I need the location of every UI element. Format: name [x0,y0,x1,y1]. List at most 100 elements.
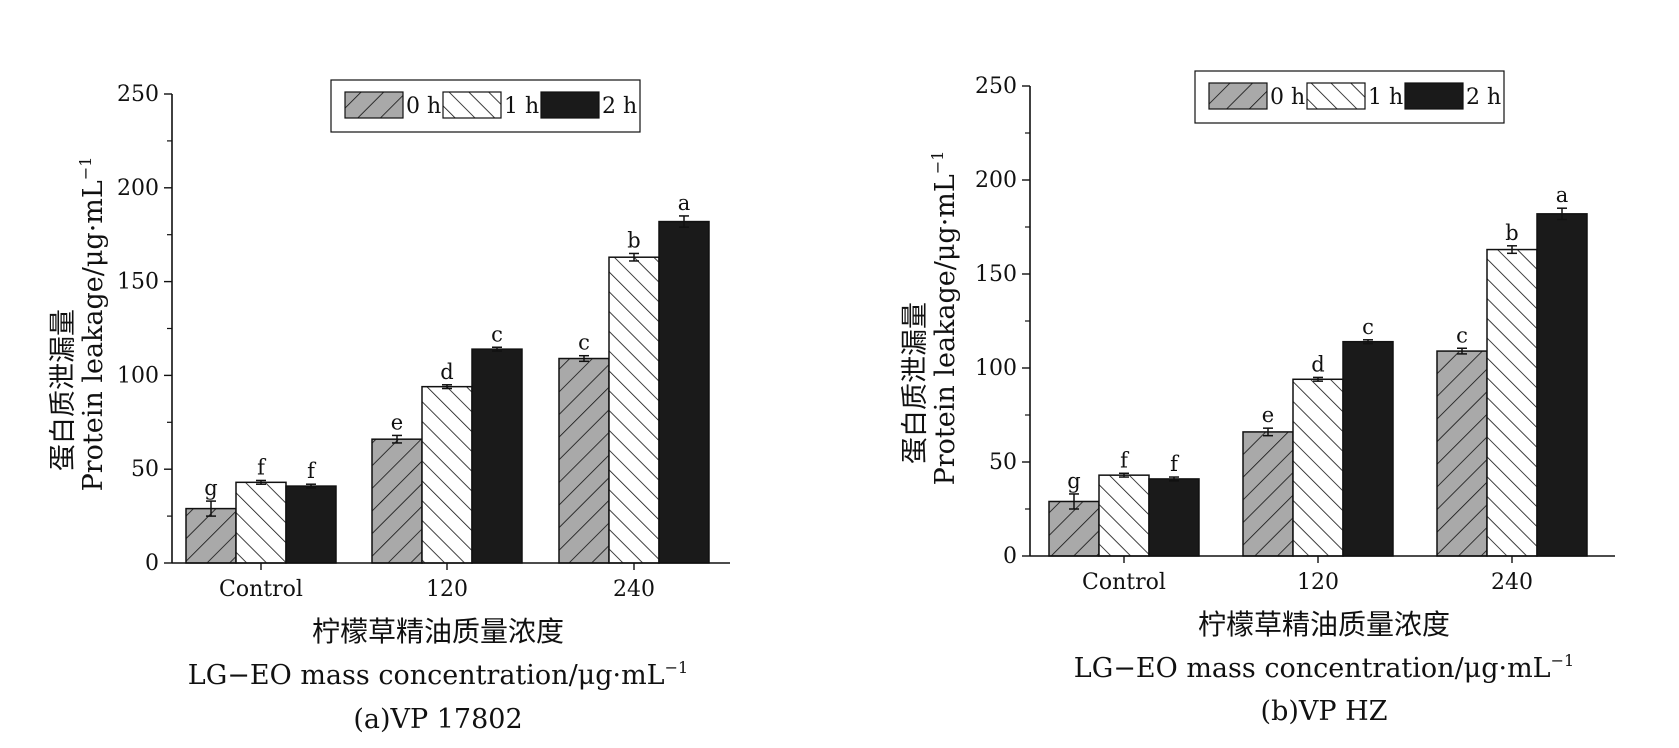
bar-b-control-0h [1048,500,1100,557]
panel-b: g f f e d c c b a Control 120 240 0 50 100 150 200 250 0… [900,70,1615,727]
error-bar [1313,376,1323,382]
significance-letter: e [1262,403,1274,427]
bar-b-240-2h [1536,213,1588,557]
error-bar [1363,339,1373,345]
significance-letter: c [491,322,503,346]
bar-a-120-2h [471,348,523,564]
legend-label-1h: 1 h [1368,85,1403,110]
error-bar [1507,245,1517,255]
bar-b-120-1h [1292,378,1344,557]
error-bar [1069,493,1079,510]
panel-a-y-title-en: Protein leakage/μg·mL−1 [76,157,109,492]
panel-a-bars: g f f e d c c b a [185,191,710,564]
panel-a-legend: 0 h 1 h 2 h [330,79,641,133]
significance-letter: a [1556,183,1569,207]
legend-swatch-0h [344,91,404,119]
bar-a-control-0h [185,507,237,564]
error-bar [579,354,589,363]
error-bar [392,434,402,444]
y-tick-label: 0 [145,551,159,576]
error-bar [306,483,316,489]
y-tick-label: 50 [131,457,159,482]
panel-a-caption: (a)VP 17802 [353,704,522,735]
bar-b-120-2h [1342,340,1394,557]
y-tick-label: 200 [117,176,159,201]
y-tick-label: 150 [117,270,159,295]
x-tick-label-240: 240 [1491,570,1533,595]
bar-a-120-1h [421,385,473,564]
panel-a-x-title-cn: 柠檬草精油质量浓度 [312,615,564,648]
significance-letter: c [1362,315,1374,339]
panel-b-x-title-en: LG−EO mass concentration/μg·mL−1 [1074,651,1574,684]
y-tick-label: 100 [117,363,159,388]
panel-a-axes: Control 120 240 0 50 100 150 200 250 [117,82,730,602]
bar-b-120-0h [1242,431,1294,557]
y-tick-label: 150 [975,262,1017,287]
bar-b-240-1h [1486,248,1538,557]
svg-text:Protein leakage/μg·mL−1: Protein leakage/μg·mL−1 [928,151,961,486]
x-tick-label-control: Control [1082,570,1166,595]
panel-b-y-title-en: Protein leakage/μg·mL−1 [928,151,961,486]
significance-letter: e [391,410,403,434]
y-tick-label: 250 [117,82,159,107]
significance-letter: d [440,360,453,384]
significance-letter: c [1456,323,1468,347]
error-bar [206,500,216,517]
bar-a-240-0h [558,357,610,564]
y-tick-label: 200 [975,168,1017,193]
significance-letter: g [204,476,217,500]
panel-b-legend: 0 h 1 h 2 h [1194,70,1505,124]
error-bar [1169,476,1179,482]
bar-b-240-0h [1436,350,1488,557]
bar-a-240-2h [658,220,710,564]
svg-text:蛋白质泄漏量: 蛋白质泄漏量 [900,302,931,464]
panel-a-x-title-en: LG−EO mass concentration/μg·mL−1 [188,658,688,691]
error-bar [1557,207,1567,221]
bar-a-240-1h [608,256,660,564]
bar-a-control-1h [235,481,287,564]
legend-swatch-2h [1404,82,1464,110]
error-bar [442,384,452,390]
significance-letter: f [1170,452,1180,476]
error-bar [1457,347,1467,355]
error-bar [629,252,639,262]
legend-label-1h: 1 h [504,94,539,119]
bar-b-control-2h [1148,478,1200,557]
y-tick-label: 50 [989,450,1017,475]
svg-text:蛋白质泄漏量: 蛋白质泄漏量 [48,309,79,471]
legend-label-2h: 2 h [602,94,637,119]
x-tick-label-120: 120 [1297,570,1339,595]
error-bar [679,215,689,228]
y-tick-label: 100 [975,356,1017,381]
significance-letter: b [627,228,640,252]
x-tick-label-240: 240 [613,577,655,602]
significance-letter: a [678,191,691,215]
bar-a-120-0h [371,438,423,564]
significance-letter: d [1311,352,1324,376]
significance-letter: f [307,459,317,483]
significance-letter: f [1120,448,1130,472]
significance-letter: b [1505,221,1518,245]
error-bar [256,479,266,485]
legend-label-2h: 2 h [1466,85,1501,110]
bar-a-control-2h [285,485,337,564]
panel-b-axes: Control 120 240 0 50 100 150 200 250 [975,74,1615,595]
panel-b-caption: (b)VP HZ [1261,696,1388,727]
legend-swatch-2h [540,91,600,119]
y-tick-label: 0 [1003,544,1017,569]
significance-letter: c [578,331,590,355]
y-tick-label: 250 [975,74,1017,99]
x-tick-label-120: 120 [426,577,468,602]
panel-b-y-title-cn: 蛋白质泄漏量 [900,302,931,464]
panel-b-bars: g f f e d c c b a [1048,183,1588,557]
legend-label-0h: 0 h [1270,85,1305,110]
significance-letter: g [1067,469,1080,493]
panel-a: g f f e d c c b a Control 120 240 0 50 100 150 200 250 0… [48,79,730,735]
svg-text:Protein leakage/μg·mL−1: Protein leakage/μg·mL−1 [76,157,109,492]
x-tick-label-control: Control [219,577,303,602]
error-bar [1119,472,1129,478]
bar-b-control-1h [1098,474,1150,557]
significance-letter: f [257,455,267,479]
panel-a-y-title-cn: 蛋白质泄漏量 [48,309,79,471]
